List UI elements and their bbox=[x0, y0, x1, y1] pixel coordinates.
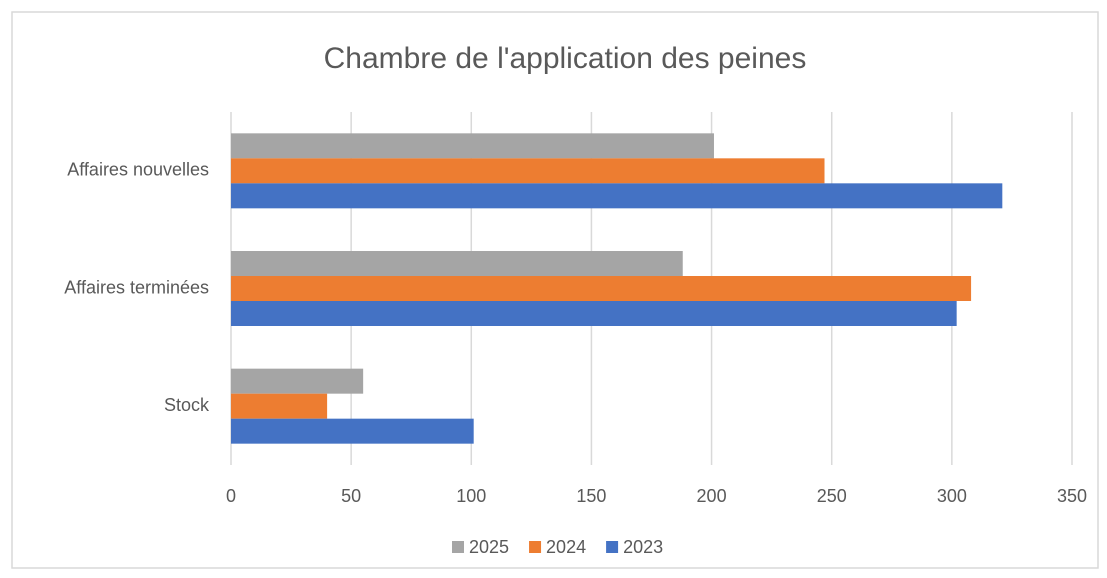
x-tick-label: 50 bbox=[341, 486, 361, 506]
y-tick-label: Affaires nouvelles bbox=[67, 160, 209, 180]
legend-swatch bbox=[529, 541, 542, 553]
x-tick-label: 0 bbox=[226, 486, 236, 506]
legend-swatch bbox=[606, 541, 619, 553]
bar bbox=[231, 393, 328, 419]
legend-swatch bbox=[452, 541, 464, 553]
x-tick-label: 100 bbox=[456, 486, 486, 506]
x-tick-label: 150 bbox=[576, 486, 606, 506]
bar bbox=[231, 368, 364, 394]
x-tick-label: 250 bbox=[817, 486, 847, 506]
bar bbox=[231, 276, 972, 301]
bar bbox=[231, 183, 1003, 209]
x-tick-label: 350 bbox=[1057, 486, 1087, 506]
y-tick-label: Stock bbox=[164, 395, 210, 415]
chart-title: Chambre de l'application des peines bbox=[324, 42, 807, 75]
x-tick-label: 300 bbox=[937, 486, 967, 506]
bar bbox=[231, 301, 957, 326]
y-tick-label: Affaires terminées bbox=[64, 277, 209, 297]
x-tick-label: 200 bbox=[697, 486, 727, 506]
bar bbox=[231, 158, 825, 184]
legend-label: 2025 bbox=[469, 537, 509, 557]
legend-label: 2023 bbox=[623, 537, 663, 557]
bar bbox=[231, 418, 474, 444]
legend-label: 2024 bbox=[546, 537, 586, 557]
bar bbox=[231, 133, 714, 159]
bar bbox=[231, 251, 683, 276]
